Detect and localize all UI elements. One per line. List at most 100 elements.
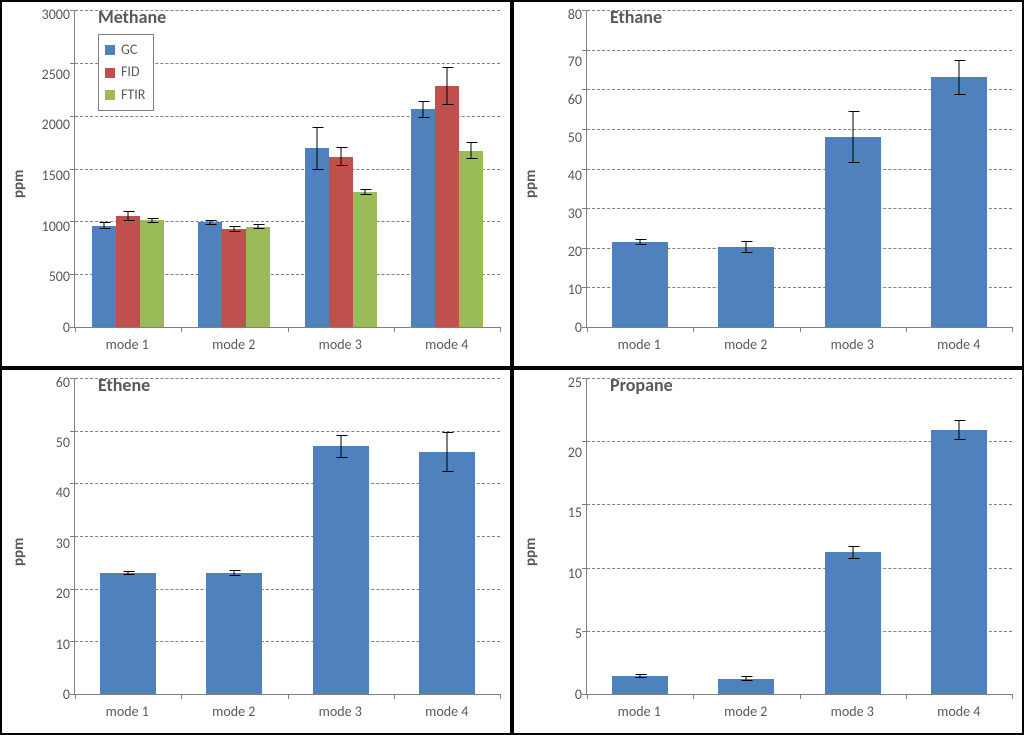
error-bar	[104, 222, 105, 228]
x-tickmark	[1012, 694, 1013, 699]
bars-area	[75, 378, 500, 694]
x-tick-label: mode 4	[394, 695, 501, 725]
y-tick-label: 2500	[42, 68, 70, 82]
panel-ethane: Ethaneppm80706050403020100mode 1mode 2mo…	[512, 0, 1024, 368]
error-bar	[422, 101, 423, 118]
bar-group	[181, 378, 287, 694]
error-bar	[340, 147, 341, 166]
chart-title: Ethene	[98, 374, 150, 396]
y-tick-label: 15	[568, 506, 582, 520]
x-tick-label: mode 1	[74, 695, 181, 725]
bars-area	[587, 10, 1012, 327]
y-axis-label: ppm	[8, 10, 30, 358]
bar	[206, 573, 262, 694]
bar-group	[906, 10, 1012, 327]
error-bar	[470, 142, 471, 159]
error-bar	[210, 220, 211, 225]
y-tick-label: 10	[568, 567, 582, 581]
bar	[329, 157, 353, 327]
x-tick-label: mode 4	[394, 328, 501, 358]
error-bar	[446, 432, 447, 472]
x-axis: mode 1mode 2mode 3mode 4	[586, 695, 1012, 725]
y-tick-label: 500	[49, 270, 70, 284]
bar-group	[75, 378, 181, 694]
error-bar	[640, 239, 641, 245]
error-bar	[152, 218, 153, 223]
error-bar	[746, 676, 747, 681]
error-bar	[640, 674, 641, 678]
bar	[612, 242, 668, 327]
legend-label: FTIR	[121, 84, 145, 106]
y-tick-label: 30	[568, 207, 582, 221]
bar	[612, 676, 668, 694]
error-bar	[446, 67, 447, 105]
legend-item: GC	[105, 39, 145, 61]
error-bar	[128, 571, 129, 575]
bar	[313, 446, 369, 694]
plot-area	[74, 378, 500, 695]
bar-group	[587, 10, 693, 327]
chart-title: Methane	[98, 6, 166, 28]
error-bar	[316, 127, 317, 169]
chart-title: Propane	[610, 374, 673, 396]
x-tickmark	[500, 694, 501, 699]
panel-ethene: Etheneppm6050403020100mode 1mode 2mode 3…	[0, 368, 512, 735]
legend-item: FTIR	[105, 84, 145, 106]
error-bar	[234, 570, 235, 576]
plot-area	[586, 10, 1012, 328]
bar	[825, 552, 881, 694]
error-bar	[258, 224, 259, 229]
y-tick-label: 20	[568, 446, 582, 460]
y-tick-label: 25	[568, 376, 582, 390]
bar-group	[693, 378, 799, 694]
legend: GCFIDFTIR	[98, 34, 154, 111]
plot-column: mode 1mode 2mode 3mode 4	[586, 10, 1012, 358]
x-tick-label: mode 3	[799, 695, 906, 725]
legend-label: FID	[121, 61, 140, 83]
y-tick-label: 3000	[42, 8, 70, 22]
x-axis: mode 1mode 2mode 3mode 4	[74, 695, 500, 725]
x-tick-label: mode 3	[287, 695, 394, 725]
error-bar	[234, 226, 235, 232]
error-bar	[958, 60, 959, 96]
legend-item: FID	[105, 61, 145, 83]
y-tick-label: 20	[568, 245, 582, 259]
y-tick-label: 0	[63, 321, 70, 335]
y-tick-label: 0	[575, 321, 582, 335]
error-bar	[958, 420, 959, 440]
legend-swatch	[105, 68, 115, 78]
y-tick-label: 60	[568, 93, 582, 107]
y-tick-label: 40	[568, 169, 582, 183]
x-tickmark	[500, 327, 501, 332]
x-tick-label: mode 4	[906, 695, 1013, 725]
y-axis-ticks: 80706050403020100	[542, 10, 586, 328]
y-axis-label: ppm	[8, 378, 30, 725]
bar-group	[288, 378, 394, 694]
bar-group	[394, 378, 500, 694]
bar	[116, 216, 140, 327]
bar-group	[288, 10, 394, 327]
y-tick-label: 10	[56, 638, 70, 652]
y-axis-label: ppm	[520, 10, 542, 358]
chart-area: ppm6050403020100mode 1mode 2mode 3mode 4	[8, 378, 500, 725]
y-tick-label: 40	[56, 486, 70, 500]
panel-methane: MethaneGCFIDFTIRppm300025002000150010005…	[0, 0, 512, 368]
error-bar	[746, 241, 747, 253]
bar-group	[587, 378, 693, 694]
bar	[419, 452, 475, 694]
bar	[825, 137, 881, 327]
x-tick-label: mode 2	[181, 328, 288, 358]
plot-column: mode 1mode 2mode 3mode 4	[586, 378, 1012, 725]
y-tick-label: 1500	[42, 169, 70, 183]
x-tick-label: mode 4	[906, 328, 1013, 358]
error-bar	[340, 435, 341, 458]
chart-area: ppm300025002000150010005000mode 1mode 2m…	[8, 10, 500, 358]
y-tick-label: 50	[56, 436, 70, 450]
y-tick-label: 20	[56, 587, 70, 601]
y-tick-label: 1000	[42, 220, 70, 234]
x-axis: mode 1mode 2mode 3mode 4	[586, 328, 1012, 358]
y-tick-label: 0	[575, 688, 582, 702]
chart-grid: Methane GCFIDFTIR ppm 3000 2500 20 0 0 1500 1000 5…	[0, 0, 1024, 735]
bar	[100, 573, 156, 694]
error-bar	[128, 211, 129, 222]
